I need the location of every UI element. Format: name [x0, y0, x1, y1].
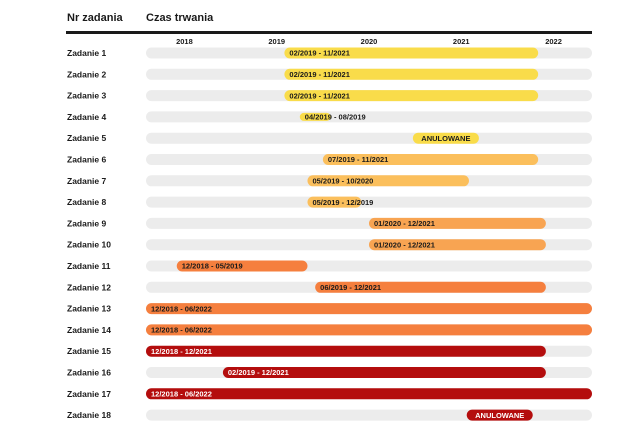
task-row: Zadanie 17 12/2018 - 06/2022 — [67, 388, 592, 400]
task-bar — [146, 388, 592, 400]
task-bar-label: 12/2018 - 06/2022 — [151, 304, 212, 313]
task-row: Zadanie 14 12/2018 - 06/2022 — [67, 324, 592, 336]
task-name: Zadanie 17 — [67, 389, 111, 399]
cancelled-label: ANULOWANE — [475, 411, 524, 420]
task-bar — [299, 112, 331, 121]
task-row: Zadanie 4 04/2019 - 08/2019 — [67, 111, 592, 123]
task-row: Zadanie 13 12/2018 - 06/2022 — [67, 303, 592, 315]
task-bar-label: 05/2019 - 12/2019 — [312, 198, 373, 207]
task-row: Zadanie 16 02/2019 - 12/2021 — [67, 367, 592, 378]
task-row: Zadanie 3 02/2019 - 11/2021 — [67, 90, 592, 102]
task-name: Zadanie 18 — [67, 410, 111, 420]
task-column-header: Nr zadania — [67, 12, 123, 24]
cancelled-badge — [466, 409, 533, 421]
x-tick-label-2022: 2022 — [545, 37, 562, 46]
task-track — [146, 111, 592, 123]
x-tick-label-2021: 2021 — [453, 37, 470, 46]
task-bar-label: 05/2019 - 10/2020 — [312, 177, 373, 186]
task-name: Zadanie 1 — [67, 48, 106, 58]
task-bar — [369, 217, 546, 229]
task-name: Zadanie 13 — [67, 304, 111, 314]
task-row: Zadanie 12 06/2019 - 12/2021 — [67, 281, 592, 293]
task-name: Zadanie 16 — [67, 368, 111, 378]
task-bar — [322, 154, 539, 165]
x-tick-label-2019: 2019 — [268, 37, 285, 46]
task-row: Zadanie 2 02/2019 - 11/2021 — [67, 68, 592, 80]
task-bar-label: 02/2019 - 11/2021 — [289, 49, 349, 58]
task-bar — [146, 345, 546, 357]
x-tick-label-2020: 2020 — [361, 37, 378, 46]
task-name: Zadanie 2 — [67, 69, 106, 79]
task-bar-label: 07/2019 - 11/2021 — [328, 155, 388, 164]
task-track — [146, 132, 592, 144]
task-bar — [284, 47, 539, 59]
task-name: Zadanie 9 — [67, 218, 106, 228]
task-name: Zadanie 11 — [67, 261, 111, 271]
task-row: Zadanie 1 02/2019 - 11/2021 — [67, 47, 592, 59]
task-bar-label: 04/2019 - 08/2019 — [305, 113, 366, 122]
task-bar — [222, 367, 546, 378]
task-bar — [307, 175, 469, 187]
cancelled-label: ANULOWANE — [421, 134, 470, 143]
task-name: Zadanie 10 — [67, 240, 111, 250]
task-name: Zadanie 8 — [67, 197, 106, 207]
task-bar-label: 12/2018 - 06/2022 — [151, 390, 212, 399]
task-row: Zadanie 9 01/2020 - 12/2021 — [67, 217, 592, 229]
cancelled-badge — [412, 132, 479, 144]
task-bar-label: 01/2020 - 12/2021 — [374, 240, 435, 249]
task-row: Zadanie 10 01/2020 - 12/2021 — [67, 239, 592, 251]
task-bar — [284, 90, 539, 102]
task-row: Zadanie 6 07/2019 - 11/2021 — [67, 154, 592, 165]
task-bar-label: 06/2019 - 12/2021 — [320, 283, 381, 292]
task-bar — [146, 303, 592, 315]
task-bar — [307, 196, 362, 208]
task-bar — [315, 281, 546, 293]
x-tick-label-2018: 2018 — [176, 37, 193, 46]
task-bar-label: 02/2019 - 11/2021 — [289, 70, 349, 79]
task-bar — [284, 68, 539, 80]
task-name: Zadanie 15 — [67, 346, 111, 356]
task-bar — [146, 324, 592, 336]
header-rule — [66, 31, 592, 34]
task-name: Zadanie 3 — [67, 91, 106, 101]
task-bar — [369, 239, 546, 251]
task-row: Zadanie 11 12/2018 - 05/2019 — [67, 260, 592, 272]
task-bar-label: 02/2019 - 12/2021 — [228, 368, 289, 377]
task-bar-label: 01/2020 - 12/2021 — [374, 219, 435, 228]
task-row: Zadanie 7 05/2019 - 10/2020 — [67, 175, 592, 187]
duration-column-header: Czas trwania — [146, 12, 214, 24]
task-name: Zadanie 12 — [67, 282, 111, 292]
task-track — [146, 196, 592, 208]
task-name: Zadanie 4 — [67, 112, 106, 122]
task-bar-label: 02/2019 - 11/2021 — [289, 91, 349, 100]
task-name: Zadanie 5 — [67, 133, 106, 143]
task-name: Zadanie 6 — [67, 155, 106, 165]
task-row: Zadanie 8 05/2019 - 12/2019 — [67, 196, 592, 208]
task-bar — [176, 260, 308, 272]
task-row: Zadanie 15 12/2018 - 12/2021 — [67, 345, 592, 357]
task-bar-label: 12/2018 - 06/2022 — [151, 326, 212, 335]
task-bar-label: 12/2018 - 12/2021 — [151, 347, 212, 356]
task-bar-label: 12/2018 - 05/2019 — [182, 262, 243, 271]
task-row: Zadanie 18 ANULOWANE — [67, 409, 592, 421]
task-name: Zadanie 7 — [67, 176, 106, 186]
task-name: Zadanie 14 — [67, 325, 111, 335]
task-row: Zadanie 5 ANULOWANE — [67, 132, 592, 144]
